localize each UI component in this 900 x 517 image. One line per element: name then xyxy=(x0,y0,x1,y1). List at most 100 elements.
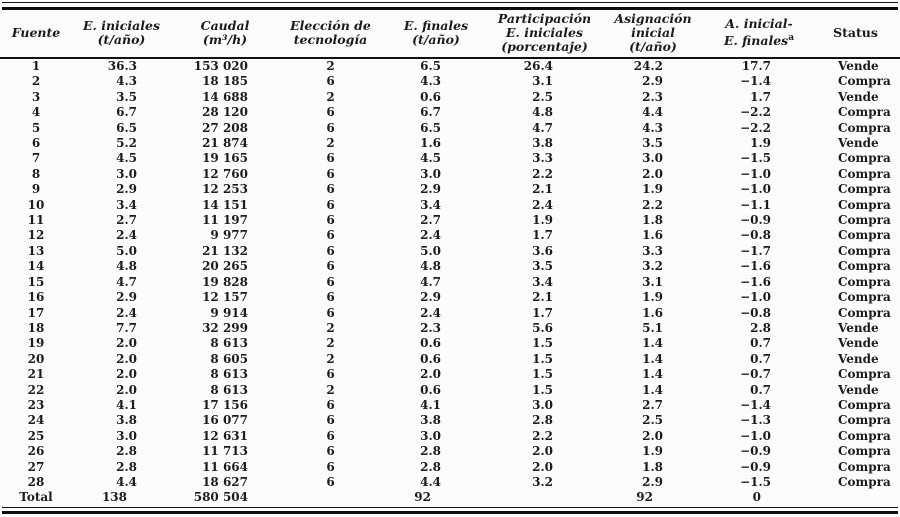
cell-fuente: 11 xyxy=(27,213,45,228)
cell-status: Compra xyxy=(838,151,891,166)
cell-status: Compra xyxy=(838,474,891,489)
cell-e-finales: 4.4 xyxy=(420,474,441,489)
cell-asignacion: 4.4 xyxy=(642,105,663,120)
cell-status: Vende xyxy=(838,89,879,104)
cell-fuente: 25 xyxy=(27,428,45,443)
cell-participacion: 3.0 xyxy=(532,397,553,412)
cell-caudal: 9 914 xyxy=(210,305,248,320)
cell-asignacion: 1.6 xyxy=(642,305,663,320)
cell-a-inicial-e-finales: −0.8 xyxy=(740,305,771,320)
cell-a-inicial-e-finales: 0 xyxy=(752,490,761,505)
cell-caudal: 19 828 xyxy=(202,274,248,289)
cell-asignacion: 2.2 xyxy=(642,197,663,212)
cell-fuente: 7 xyxy=(31,151,41,166)
cell-e-finales: 4.7 xyxy=(420,274,441,289)
cell-caudal: 17 156 xyxy=(202,397,248,412)
cell-a-inicial-e-finales: −0.8 xyxy=(740,228,771,243)
cell-caudal: 8 613 xyxy=(210,367,248,382)
table-row: 14 4.8 20 265 6 4.8 3.5 3.2 −1.6 Compra xyxy=(0,259,900,274)
cell-e-iniciales: 2.7 xyxy=(116,213,137,228)
cell-fuente: 23 xyxy=(27,397,45,412)
cell-eleccion: 6 xyxy=(326,243,335,258)
cell-fuente: 6 xyxy=(31,136,41,151)
table-row: 9 2.9 12 253 6 2.9 2.1 1.9 −1.0 Compra xyxy=(0,182,900,197)
cell-a-inicial-e-finales: 1.9 xyxy=(750,136,771,151)
cell-a-inicial-e-finales: 17.7 xyxy=(741,59,771,73)
cell-e-iniciales: 3.0 xyxy=(116,428,137,443)
cell-caudal: 28 120 xyxy=(202,105,248,120)
table-row: 25 3.0 12 631 6 3.0 2.2 2.0 −1.0 Compra xyxy=(0,429,900,444)
cell-e-iniciales: 4.4 xyxy=(116,474,137,489)
table-row: 28 4.4 18 627 6 4.4 3.2 2.9 −1.5 Compra xyxy=(0,475,900,490)
cell-fuente: 13 xyxy=(27,243,45,258)
cell-participacion: 2.2 xyxy=(532,166,553,181)
cell-asignacion: 3.1 xyxy=(642,274,663,289)
cell-fuente: 8 xyxy=(31,166,41,181)
cell-caudal: 18 185 xyxy=(202,74,248,89)
table-row: 5 6.5 27 208 6 6.5 4.7 4.3 −2.2 Compra xyxy=(0,121,900,136)
cell-e-finales: 2.9 xyxy=(420,290,441,305)
cell-a-inicial-e-finales: −1.0 xyxy=(740,182,771,197)
cell-caudal: 8 605 xyxy=(210,351,248,366)
cell-participacion: 1.7 xyxy=(532,305,553,320)
cell-status: Compra xyxy=(838,182,891,197)
cell-participacion: 2.2 xyxy=(532,428,553,443)
col-header-caudal: Caudal (m³/h) xyxy=(171,9,279,59)
cell-e-iniciales: 2.0 xyxy=(116,367,137,382)
table-row: 4 6.7 28 120 6 6.7 4.8 4.4 −2.2 Compra xyxy=(0,105,900,120)
cell-e-iniciales: 2.9 xyxy=(116,290,137,305)
cell-a-inicial-e-finales: −0.7 xyxy=(740,367,771,382)
table-row: 23 4.1 17 156 6 4.1 3.0 2.7 −1.4 Compra xyxy=(0,398,900,413)
cell-status: Compra xyxy=(838,120,891,135)
cell-caudal: 32 299 xyxy=(202,320,248,335)
cell-status xyxy=(811,490,900,505)
cell-e-finales: 1.6 xyxy=(420,136,441,151)
cell-asignacion: 2.0 xyxy=(642,166,663,181)
cell-eleccion: 2 xyxy=(326,382,335,397)
cell-asignacion: 1.4 xyxy=(642,382,663,397)
cell-a-inicial-e-finales: −1.1 xyxy=(740,197,771,212)
cell-e-finales: 2.8 xyxy=(420,444,441,459)
table-row: 8 3.0 12 760 6 3.0 2.2 2.0 −1.0 Compra xyxy=(0,167,900,182)
cell-fuente: 1 xyxy=(31,59,41,73)
cell-caudal: 153 020 xyxy=(193,59,248,73)
cell-e-finales: 2.4 xyxy=(420,228,441,243)
cell-participacion: 2.8 xyxy=(532,413,553,428)
cell-eleccion: 6 xyxy=(326,474,335,489)
cell-status: Compra xyxy=(838,105,891,120)
cell-asignacion: 1.4 xyxy=(642,336,663,351)
cell-eleccion: 2 xyxy=(326,59,335,73)
cell-caudal: 580 504 xyxy=(193,490,248,505)
cell-e-finales: 0.6 xyxy=(420,336,441,351)
cell-e-iniciales: 2.8 xyxy=(116,459,137,474)
cell-e-finales: 92 xyxy=(414,490,431,505)
cell-a-inicial-e-finales: −1.6 xyxy=(740,259,771,274)
cell-status: Compra xyxy=(838,367,891,382)
cell-e-iniciales: 4.1 xyxy=(116,397,137,412)
cell-status: Compra xyxy=(838,290,891,305)
cell-caudal: 14 688 xyxy=(202,89,248,104)
cell-e-finales: 5.0 xyxy=(420,243,441,258)
col-header-status: Status xyxy=(811,9,900,59)
cell-asignacion: 2.9 xyxy=(642,474,663,489)
cell-e-finales: 3.8 xyxy=(420,413,441,428)
cell-status: Compra xyxy=(838,228,891,243)
data-table: Fuente E. iniciales (t/año) Caudal (m³/h) Ele… xyxy=(0,9,900,506)
cell-a-inicial-e-finales: −0.9 xyxy=(740,459,771,474)
cell-asignacion: 5.1 xyxy=(642,320,663,335)
table-row: 27 2.8 11 664 6 2.8 2.0 1.8 −0.9 Compra xyxy=(0,460,900,475)
cell-e-iniciales: 3.0 xyxy=(116,166,137,181)
cell-eleccion: 2 xyxy=(326,136,335,151)
cell-eleccion: 6 xyxy=(326,413,335,428)
cell-fuente: 17 xyxy=(27,305,45,320)
cell-status: Compra xyxy=(838,459,891,474)
cell-fuente: 18 xyxy=(27,320,45,335)
col-header-participacion: Participación E. iniciales (porcentaje) xyxy=(490,9,599,59)
cell-e-iniciales: 6.5 xyxy=(116,120,137,135)
cell-caudal: 16 077 xyxy=(202,413,248,428)
cell-participacion: 1.9 xyxy=(532,213,553,228)
table-row: 6 5.2 21 874 2 1.6 3.8 3.5 1.9 Vende xyxy=(0,136,900,151)
cell-participacion: 2.0 xyxy=(532,444,553,459)
cell-participacion: 3.8 xyxy=(532,136,553,151)
